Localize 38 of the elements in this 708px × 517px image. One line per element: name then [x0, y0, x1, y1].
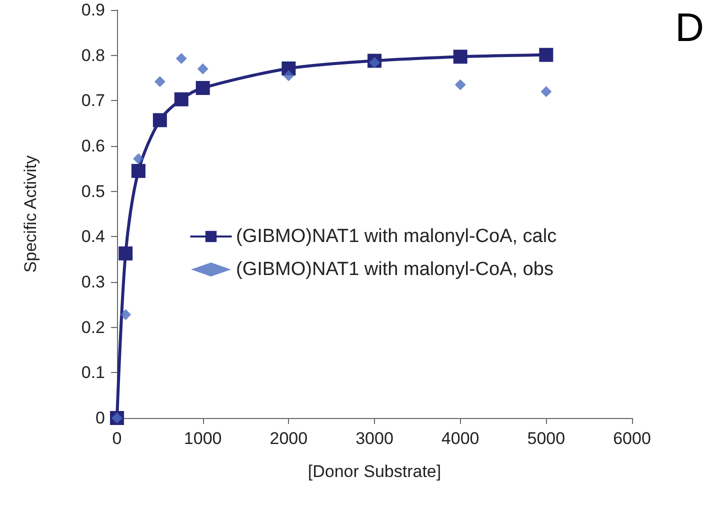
y-tick-label: 0.1 [81, 363, 105, 382]
legend-label: (GIBMO)NAT1 with malonyl-CoA, calc [236, 226, 557, 247]
point [369, 57, 380, 68]
x-tick-label: 6000 [613, 429, 651, 448]
x-axis-title: [Donor Substrate] [308, 462, 442, 481]
text: D [675, 6, 704, 50]
point [196, 80, 210, 95]
point [132, 153, 144, 164]
y-tick-label: 0.7 [81, 91, 105, 110]
x-tick-label: 2000 [270, 429, 308, 448]
point [120, 309, 132, 320]
y-tick-label: 0.6 [81, 136, 105, 156]
point [539, 48, 554, 62]
point [540, 86, 552, 98]
point [176, 53, 187, 64]
point [454, 79, 466, 90]
point [131, 164, 146, 178]
y-axis-title: Specific Activity [21, 154, 40, 273]
point [283, 70, 294, 82]
point [118, 246, 133, 260]
x-tick-label: 1000 [184, 429, 222, 448]
point [154, 76, 166, 88]
point [197, 63, 208, 74]
y-tick-label: 0.3 [81, 272, 105, 292]
x-tick-label: 3000 [356, 429, 394, 448]
y-tick-label: 0.8 [81, 46, 105, 65]
x-tick-label: 0 [112, 429, 122, 448]
y-tick-label: 0.9 [81, 0, 105, 20]
legend-label: (GIBMO)NAT1 with malonyl-CoA, obs [236, 259, 554, 280]
point [152, 113, 167, 128]
x-tick-label: 4000 [441, 429, 480, 448]
y-tick-label: 0.4 [81, 227, 105, 246]
y-tick-label: 0 [96, 408, 105, 428]
point [174, 92, 188, 106]
point [453, 50, 468, 64]
x-tick-label: 5000 [527, 429, 566, 448]
y-tick-label: 0.2 [81, 318, 105, 337]
y-tick-label: 0.5 [81, 182, 105, 201]
